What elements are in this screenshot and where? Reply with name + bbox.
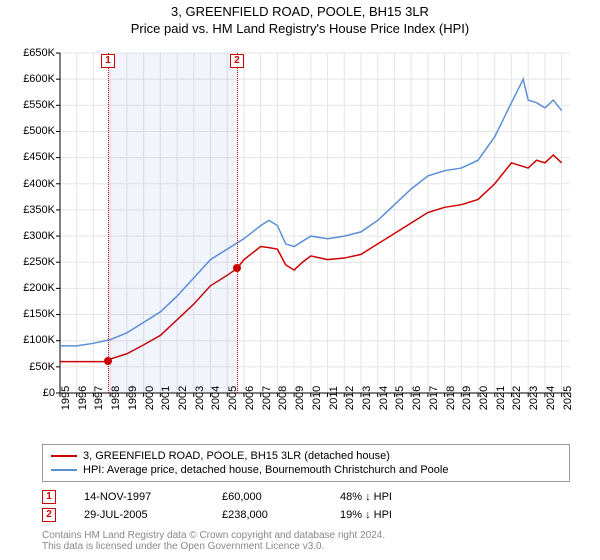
y-tick-label: £50K: [5, 361, 55, 373]
x-tick-label: 1997: [93, 386, 105, 410]
y-tick-label: £250K: [5, 256, 55, 268]
sale-point-label: 1: [101, 54, 115, 68]
x-tick-label: 2019: [461, 386, 473, 410]
ownership-shade: [108, 53, 237, 393]
sale-point-icon: [104, 357, 112, 365]
x-tick-label: 2000: [144, 386, 156, 410]
x-tick-label: 2004: [210, 386, 222, 410]
chart-container: 3, GREENFIELD ROAD, POOLE, BH15 3LR Pric…: [0, 0, 600, 560]
y-tick-label: £150K: [5, 308, 55, 320]
x-tick-label: 2010: [311, 386, 323, 410]
y-tick-label: £350K: [5, 204, 55, 216]
y-tick-label: £200K: [5, 282, 55, 294]
chart-svg: [0, 38, 600, 438]
x-tick-label: 2016: [411, 386, 423, 410]
chart-title: 3, GREENFIELD ROAD, POOLE, BH15 3LR Pric…: [0, 0, 600, 38]
y-tick-label: £400K: [5, 178, 55, 190]
x-tick-label: 2013: [361, 386, 373, 410]
y-tick-label: £500K: [5, 125, 55, 137]
y-tick-label: £550K: [5, 99, 55, 111]
footer-line-2: This data is licensed under the Open Gov…: [42, 541, 570, 552]
sale-price: £238,000: [222, 509, 312, 521]
sale-date: 14-NOV-1997: [84, 491, 194, 503]
legend-label-1: 3, GREENFIELD ROAD, POOLE, BH15 3LR (det…: [83, 450, 390, 462]
x-tick-label: 1995: [60, 386, 72, 410]
title-line-1: 3, GREENFIELD ROAD, POOLE, BH15 3LR: [0, 4, 600, 21]
sale-date: 29-JUL-2005: [84, 509, 194, 521]
legend-row-1: 3, GREENFIELD ROAD, POOLE, BH15 3LR (det…: [51, 449, 561, 463]
x-tick-label: 2018: [445, 386, 457, 410]
sale-marker-icon: 1: [42, 490, 56, 504]
y-tick-label: £600K: [5, 73, 55, 85]
sale-vline: [237, 53, 238, 393]
x-tick-label: 2011: [328, 386, 340, 410]
y-tick-label: £0: [5, 387, 55, 399]
x-tick-label: 1999: [127, 386, 139, 410]
x-tick-label: 2012: [344, 386, 356, 410]
x-tick-label: 1996: [77, 386, 89, 410]
legend-row-2: HPI: Average price, detached house, Bour…: [51, 463, 561, 477]
x-tick-label: 2015: [394, 386, 406, 410]
x-tick-label: 2023: [528, 386, 540, 410]
sale-vline: [108, 53, 109, 393]
legend-label-2: HPI: Average price, detached house, Bour…: [83, 464, 448, 476]
x-tick-label: 2005: [227, 386, 239, 410]
footer-line-1: Contains HM Land Registry data © Crown c…: [42, 530, 570, 541]
chart-plot-area: £0 £50K £100K £150K £200K £250K £300K £350K £400…: [0, 38, 600, 438]
x-tick-label: 2002: [177, 386, 189, 410]
y-tick-label: £100K: [5, 334, 55, 346]
x-tick-label: 2021: [495, 386, 507, 410]
sale-row: 2 29-JUL-2005 £238,000 19% ↓ HPI: [42, 506, 570, 524]
sale-row: 1 14-NOV-1997 £60,000 48% ↓ HPI: [42, 488, 570, 506]
x-tick-label: 2003: [194, 386, 206, 410]
x-tick-label: 2014: [378, 386, 390, 410]
sale-point-icon: [233, 264, 241, 272]
x-tick-label: 2020: [478, 386, 490, 410]
legend-swatch-1: [51, 455, 77, 457]
x-tick-label: 2001: [160, 386, 172, 410]
x-tick-label: 2024: [545, 386, 557, 410]
x-tick-label: 2025: [562, 386, 574, 410]
x-tick-label: 2009: [294, 386, 306, 410]
footer: Contains HM Land Registry data © Crown c…: [42, 530, 570, 552]
x-tick-label: 2006: [244, 386, 256, 410]
legend: 3, GREENFIELD ROAD, POOLE, BH15 3LR (det…: [42, 444, 570, 482]
sale-delta: 48% ↓ HPI: [340, 491, 392, 503]
x-tick-label: 1998: [110, 386, 122, 410]
x-tick-label: 2022: [511, 386, 523, 410]
y-tick-label: £450K: [5, 151, 55, 163]
sale-marker-icon: 2: [42, 508, 56, 522]
sale-delta: 19% ↓ HPI: [340, 509, 392, 521]
sales-table: 1 14-NOV-1997 £60,000 48% ↓ HPI 2 29-JUL-2005…: [42, 488, 570, 524]
y-tick-label: £650K: [5, 47, 55, 59]
x-tick-label: 2007: [261, 386, 273, 410]
y-tick-label: £300K: [5, 230, 55, 242]
sale-price: £60,000: [222, 491, 312, 503]
legend-swatch-2: [51, 469, 77, 471]
title-line-2: Price paid vs. HM Land Registry's House …: [0, 21, 600, 38]
sale-point-label: 2: [230, 54, 244, 68]
x-tick-label: 2017: [428, 386, 440, 410]
x-tick-label: 2008: [277, 386, 289, 410]
